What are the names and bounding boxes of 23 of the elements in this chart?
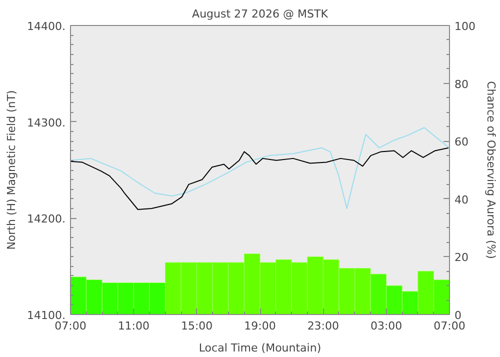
y-tick-label: 14300.: [27, 116, 66, 130]
y2-tick-label: 40: [454, 193, 468, 206]
y2-tick-label: 20: [454, 251, 468, 264]
x-tick-label: 07:00: [54, 320, 86, 332]
y-tick-label: 14200.: [27, 212, 66, 226]
x-tick-label: 03:00: [370, 320, 402, 332]
line-series: [70, 127, 450, 210]
y-tick-label: 14400.: [27, 20, 66, 33]
y-axis-title: North (H) Magnetic Field (nT): [5, 90, 18, 250]
chart-title: August 27 2026 @ MSTK: [192, 8, 329, 20]
x-tick-label: 19:00: [244, 320, 276, 332]
y2-tick-label: 80: [454, 78, 468, 91]
y-tick-label: 14100.: [27, 309, 66, 322]
x-tick-label: 07:00: [434, 320, 466, 332]
line-series: [70, 147, 449, 210]
y2-tick-label: 0: [454, 309, 462, 322]
x-tick-label: 15:00: [180, 320, 213, 332]
x-tick-label: 23:00: [307, 320, 340, 332]
y2-axis-title: Chance of Observing Aurora (%): [484, 81, 498, 259]
x-tick-label: 11:00: [118, 320, 150, 332]
x-axis-title: Local Time (Mountain): [198, 342, 322, 354]
y2-tick-label: 100: [454, 20, 476, 33]
y2-tick-label: 60: [454, 136, 468, 149]
